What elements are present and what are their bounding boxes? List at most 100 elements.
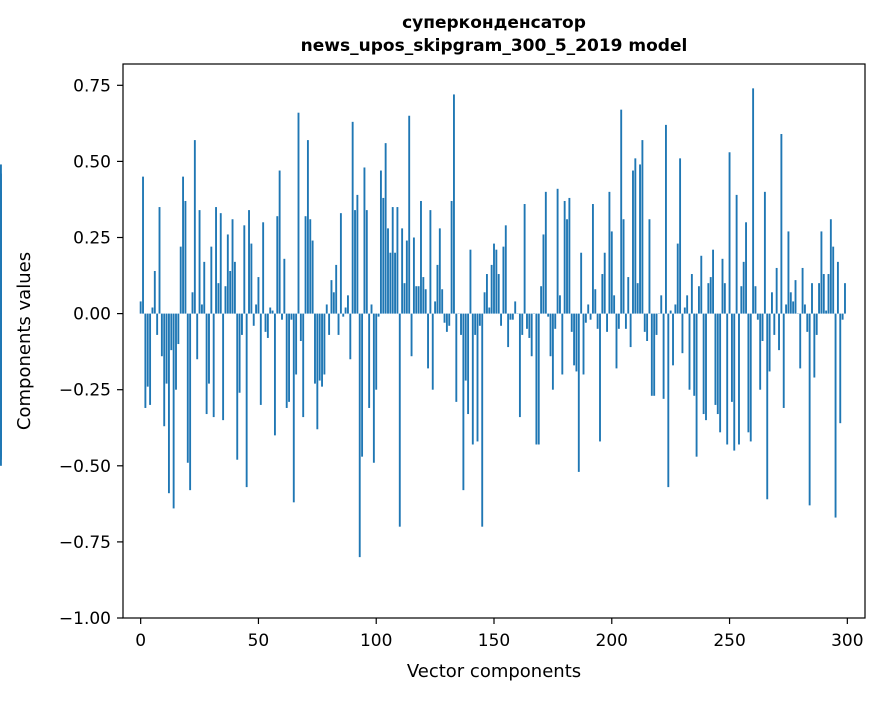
- bar-component-64: [290, 314, 292, 320]
- bar-component-53: [265, 314, 267, 332]
- bar-component-145: [481, 314, 483, 527]
- bar-component-110: [399, 314, 401, 527]
- bar-component-242: [710, 277, 712, 314]
- bar-component-40: [234, 262, 236, 314]
- bar-component-108: [394, 253, 396, 314]
- bar-component-187: [580, 253, 582, 314]
- bar-component-293: [830, 219, 832, 313]
- bar-component-166: [531, 314, 533, 357]
- bar-component-31: [213, 314, 215, 417]
- bar-component-undefined: [0, 198, 2, 314]
- bar-component-94: [361, 314, 363, 457]
- bar-component-183: [571, 314, 573, 332]
- bar-component-129: [444, 314, 446, 323]
- bar-component-196: [601, 274, 603, 314]
- bar-component-72: [309, 219, 311, 313]
- bar-component-98: [371, 304, 373, 313]
- bar-component-193: [594, 289, 596, 313]
- bar-component-48: [253, 314, 255, 326]
- bar-component-85: [340, 213, 342, 313]
- bar-component-29: [208, 314, 210, 384]
- bar-component-109: [396, 207, 398, 314]
- bar-component-171: [543, 234, 545, 313]
- bar-component-185: [576, 314, 578, 372]
- bar-component-123: [429, 210, 431, 313]
- bar-component-undefined: [0, 314, 2, 466]
- bar-component-96: [366, 210, 368, 313]
- bar-component-67: [298, 113, 300, 314]
- bar-component-287: [816, 314, 818, 335]
- bar-component-267: [769, 314, 771, 372]
- bar-component-225: [670, 311, 672, 314]
- y-tick-label: −0.25: [59, 381, 111, 401]
- bar-component-54: [267, 314, 269, 338]
- bar-component-297: [839, 314, 841, 424]
- bar-component-251: [731, 314, 733, 402]
- bar-component-249: [726, 314, 728, 445]
- bar-component-71: [307, 140, 309, 314]
- bar-component-190: [587, 304, 589, 313]
- bar-component-210: [634, 158, 636, 313]
- bar-component-262: [757, 314, 759, 320]
- bar-component-19: [184, 201, 186, 314]
- bar-component-246: [719, 314, 721, 433]
- bar-component-92: [356, 195, 358, 314]
- bar-component-156: [507, 314, 509, 347]
- bar-component-41: [236, 314, 238, 460]
- bar-component-250: [729, 152, 731, 313]
- bar-component-86: [342, 314, 344, 317]
- bar-component-290: [823, 274, 825, 314]
- bar-component-150: [493, 244, 495, 314]
- bar-component-201: [613, 295, 615, 313]
- bar-component-15: [175, 314, 177, 390]
- bar-component-182: [568, 198, 570, 314]
- bar-component-106: [389, 253, 391, 314]
- bar-component-105: [387, 228, 389, 313]
- bar-component-217: [651, 314, 653, 396]
- bar-component-237: [698, 286, 700, 313]
- bar-component-128: [441, 289, 443, 313]
- bar-component-197: [604, 253, 606, 314]
- bar-component-229: [679, 158, 681, 313]
- bar-component-107: [392, 207, 394, 314]
- bar-component-245: [717, 314, 719, 414]
- bar-component-133: [453, 94, 455, 313]
- bar-component-59: [279, 171, 281, 314]
- bar-component-191: [590, 314, 592, 320]
- bar-component-192: [592, 204, 594, 314]
- bar-component-169: [538, 314, 540, 445]
- bar-component-273: [783, 314, 785, 408]
- bar-component-138: [465, 314, 467, 381]
- bar-component-37: [227, 234, 229, 313]
- bar-component-7: [156, 314, 158, 335]
- bar-component-125: [434, 301, 436, 313]
- bar-component-23: [194, 140, 196, 314]
- bar-component-26: [201, 304, 203, 313]
- bar-component-274: [785, 304, 787, 313]
- bar-component-254: [738, 314, 740, 445]
- bar-component-172: [545, 192, 547, 314]
- bar-component-180: [564, 201, 566, 314]
- bar-component-252: [733, 314, 735, 451]
- y-tick-label: 0.50: [73, 152, 111, 172]
- bar-component-121: [425, 289, 427, 313]
- bar-component-270: [776, 268, 778, 314]
- bar-component-277: [792, 301, 794, 313]
- bar-component-130: [446, 314, 448, 332]
- bar-component-80: [328, 314, 330, 335]
- bar-component-216: [649, 219, 651, 313]
- bar-component-50: [258, 277, 260, 314]
- bar-component-70: [305, 216, 307, 313]
- bar-component-265: [764, 192, 766, 314]
- bar-component-55: [269, 308, 271, 314]
- x-tick-label: 250: [713, 631, 745, 651]
- bar-component-56: [272, 311, 274, 314]
- bar-component-205: [623, 219, 625, 313]
- bar-component-118: [418, 286, 420, 313]
- bar-component-5: [152, 308, 154, 314]
- bar-component-11: [166, 314, 168, 384]
- bar-component-155: [505, 225, 507, 313]
- bar-component-261: [755, 286, 757, 313]
- bar-component-296: [837, 262, 839, 314]
